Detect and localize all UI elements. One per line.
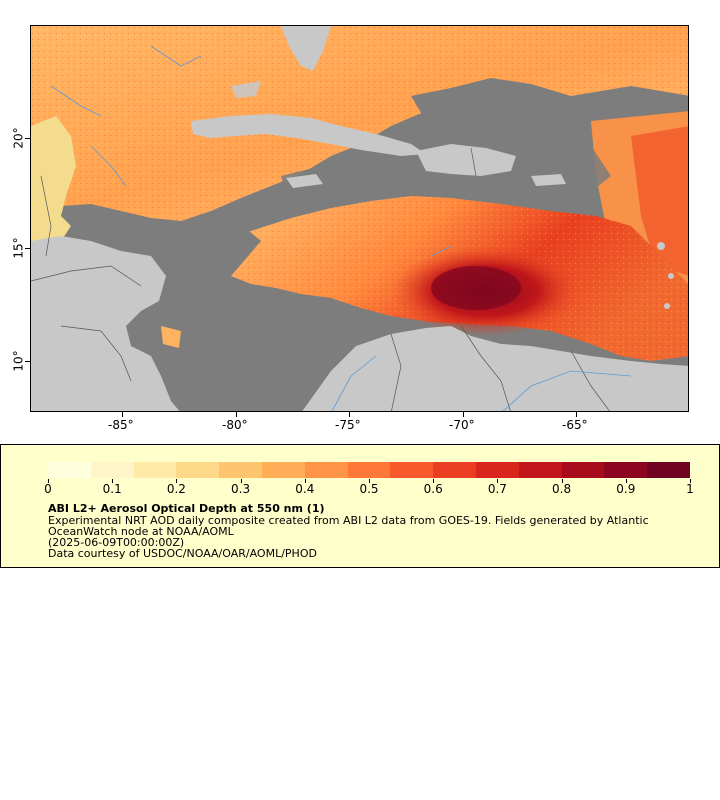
- colorbar-tick-label: 0.2: [166, 482, 186, 496]
- colorbar-cell: [133, 462, 177, 478]
- legend-date: (2025-06-09T00:00:00Z): [48, 536, 185, 549]
- colorbar-tick: [433, 479, 435, 483]
- colorbar-tick: [112, 479, 114, 483]
- colorbar-tick-label: 0.4: [295, 482, 315, 496]
- rivers: [50, 45, 632, 411]
- colorbar-tick: [304, 479, 306, 483]
- aod-map: [30, 25, 689, 412]
- lon-tick-label: -75°: [335, 418, 361, 432]
- colorbar: [48, 462, 690, 478]
- colorbar-cell: [561, 462, 605, 478]
- legend-credit: Data courtesy of USDOC/NOAA/OAR/AOML/PHO…: [48, 547, 317, 560]
- legend-panel: ABI L2+ Aerosol Optical Depth at 550 nm …: [0, 444, 720, 568]
- lon-tick-label: -70°: [449, 418, 475, 432]
- lat-tick-label: 10°: [11, 350, 26, 372]
- lat-tick-label: 20°: [11, 127, 26, 149]
- colorbar-tick: [690, 479, 691, 483]
- lon-tick-label: -85°: [108, 418, 134, 432]
- colorbar-tick-label: 1: [686, 482, 694, 496]
- colorbar-tick-label: 0.7: [487, 482, 507, 496]
- colorbar-tick: [176, 479, 178, 483]
- borders: [31, 147, 610, 411]
- land-cuba: [191, 114, 426, 156]
- colorbar-cell: [647, 462, 690, 478]
- colorbar-tick: [561, 479, 563, 483]
- colorbar-cell: [475, 462, 519, 478]
- colorbar-cell: [604, 462, 648, 478]
- colorbar-tick-label: 0.6: [423, 482, 443, 496]
- legend-description-cont: OceanWatch node at NOAA/AOML: [48, 525, 234, 538]
- colorbar-tick-label: 0.5: [359, 482, 379, 496]
- colorbar-tick: [48, 479, 49, 483]
- colorbar-tick-label: 0.9: [616, 482, 636, 496]
- colorbar-cell: [390, 462, 434, 478]
- land-florida: [281, 26, 331, 71]
- colorbar-cell: [261, 462, 305, 478]
- colorbar-tick: [625, 479, 627, 483]
- lon-tick-label: -65°: [562, 418, 588, 432]
- colorbar-tick: [497, 479, 499, 483]
- colorbar-tick: [369, 479, 370, 483]
- land-hispaniola: [416, 144, 516, 176]
- lon-tick-label: -80°: [222, 418, 248, 432]
- colorbar-cell: [90, 462, 134, 478]
- lat-tick-label: 15°: [11, 237, 26, 259]
- colorbar-cell: [347, 462, 391, 478]
- colorbar-cell: [304, 462, 348, 478]
- land-central-america: [31, 116, 76, 261]
- colorbar-tick-label: 0.1: [102, 482, 122, 496]
- colorbar-cell: [433, 462, 476, 478]
- colorbar-tick-label: 0.3: [231, 482, 251, 496]
- legend-title: ABI L2+ Aerosol Optical Depth at 550 nm …: [48, 502, 325, 515]
- land-south-america: [302, 326, 688, 411]
- colorbar-tick: [240, 479, 242, 483]
- map-canvas: [31, 26, 688, 411]
- colorbar-cell: [219, 462, 262, 478]
- colorbar-cell: [176, 462, 220, 478]
- colorbar-tick-label: 0.8: [552, 482, 572, 496]
- colorbar-tick-label: 0: [44, 482, 52, 496]
- colorbar-cell: [518, 462, 562, 478]
- legend-description: Experimental NRT AOD daily composite cre…: [48, 514, 649, 527]
- colorbar-cell: [48, 462, 91, 478]
